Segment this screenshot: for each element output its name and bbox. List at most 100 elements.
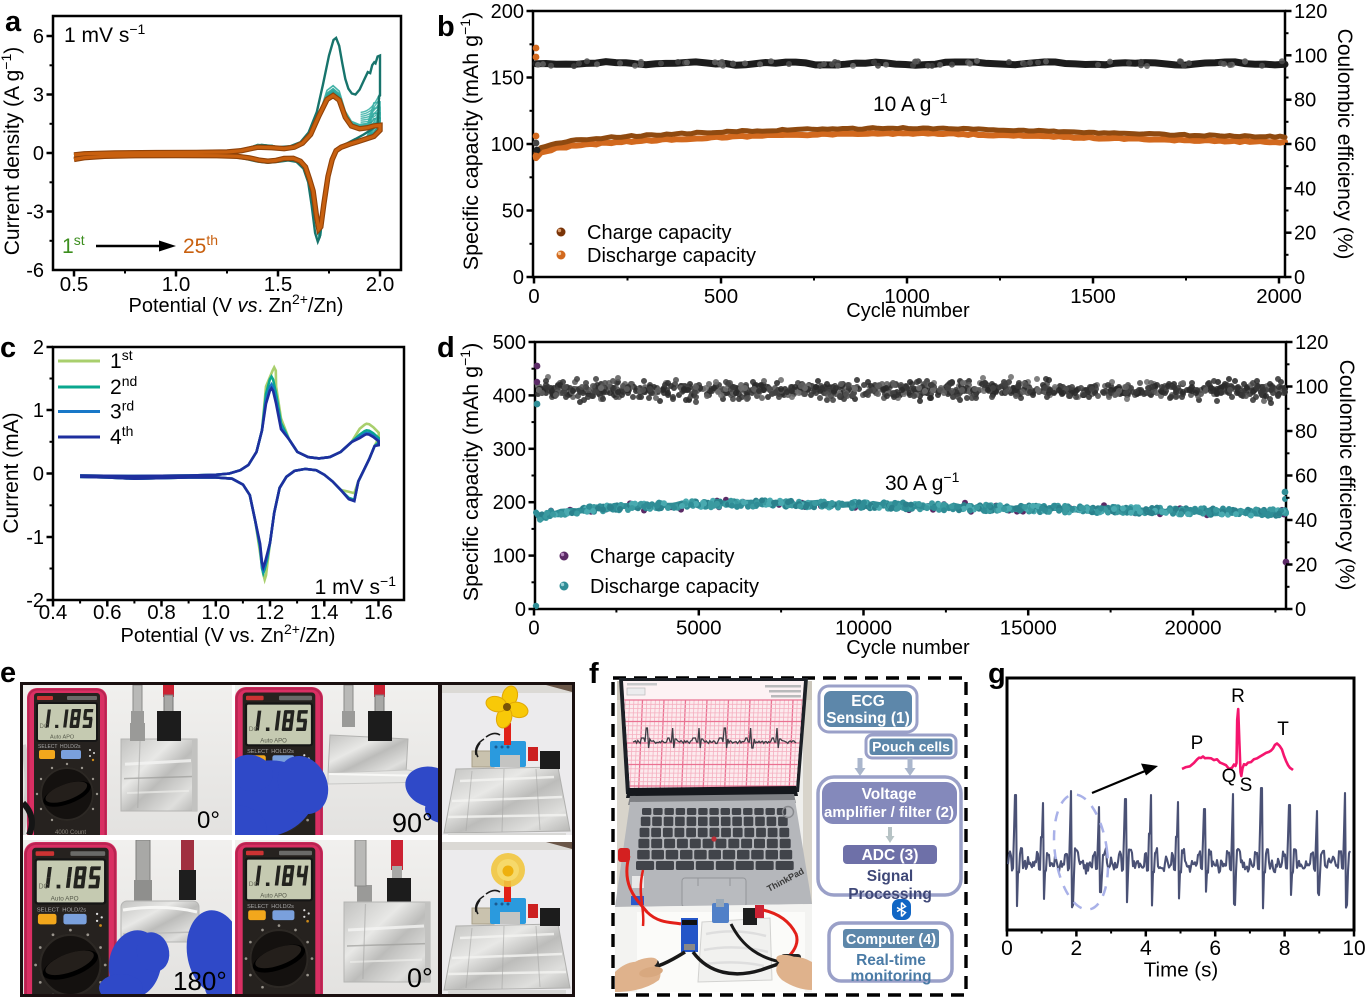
svg-text:5000: 5000 xyxy=(676,617,722,640)
svg-text:-6: -6 xyxy=(26,260,44,282)
svg-text:1.4: 1.4 xyxy=(310,601,339,624)
svg-text:Discharge capacity: Discharge capacity xyxy=(587,245,756,267)
svg-text:Potential (V vs. Zn2+/Zn): Potential (V vs. Zn2+/Zn) xyxy=(129,291,344,317)
svg-text:Specific capacity (mAh g−1): Specific capacity (mAh g−1) xyxy=(457,343,483,602)
svg-text:Specific capacity (mAh g−1): Specific capacity (mAh g−1) xyxy=(457,12,483,271)
svg-text:Cycle number: Cycle number xyxy=(846,300,970,322)
svg-text:60: 60 xyxy=(1294,134,1316,156)
svg-text:DC: DC xyxy=(40,724,49,730)
svg-text:0: 0 xyxy=(528,617,539,640)
svg-text:2: 2 xyxy=(1071,937,1083,960)
svg-text:1.0: 1.0 xyxy=(202,601,231,624)
svg-text:8: 8 xyxy=(1279,937,1291,960)
svg-text:Potential (V vs. Zn2+/Zn): Potential (V vs. Zn2+/Zn) xyxy=(121,621,336,647)
svg-text:0°: 0° xyxy=(407,963,433,993)
svg-text:1000: 1000 xyxy=(884,285,930,308)
svg-text:DC: DC xyxy=(249,726,259,733)
svg-text:200: 200 xyxy=(491,1,524,23)
svg-text:0: 0 xyxy=(1295,599,1306,621)
svg-text:0.4: 0.4 xyxy=(39,601,68,624)
svg-text:ECG: ECG xyxy=(851,693,885,710)
svg-text:amplifier / filter (2): amplifier / filter (2) xyxy=(824,804,954,821)
svg-text:200: 200 xyxy=(493,492,526,514)
svg-text:HOLD/2s: HOLD/2s xyxy=(62,908,86,914)
svg-text:Computer (4): Computer (4) xyxy=(846,932,936,948)
svg-text:T: T xyxy=(1277,719,1289,740)
svg-text:S: S xyxy=(1240,775,1253,796)
svg-text:80: 80 xyxy=(1294,90,1316,112)
svg-text:500: 500 xyxy=(704,285,738,308)
svg-text:400: 400 xyxy=(493,385,526,407)
svg-text:0: 0 xyxy=(33,143,44,165)
svg-text:Discharge capacity: Discharge capacity xyxy=(590,576,759,598)
svg-text:-3: -3 xyxy=(26,202,44,224)
svg-text:Auto APO: Auto APO xyxy=(260,894,287,900)
svg-text:SELECT: SELECT xyxy=(247,749,269,755)
svg-text:Sensing (1): Sensing (1) xyxy=(826,710,910,727)
svg-text:20: 20 xyxy=(1294,223,1316,245)
svg-text:SELECT: SELECT xyxy=(247,904,269,910)
svg-text:100: 100 xyxy=(491,134,524,156)
svg-text:120: 120 xyxy=(1294,1,1327,23)
svg-text:Cycle number: Cycle number xyxy=(846,637,970,659)
svg-text:Signal: Signal xyxy=(867,868,914,885)
svg-text:Charge capacity: Charge capacity xyxy=(590,546,735,568)
svg-text:2.0: 2.0 xyxy=(366,273,395,296)
svg-text:Processing: Processing xyxy=(848,886,932,903)
svg-text:Time (s): Time (s) xyxy=(1144,959,1218,982)
svg-text:1.0: 1.0 xyxy=(162,273,191,296)
svg-text:15000: 15000 xyxy=(1000,617,1057,640)
svg-text:P: P xyxy=(1191,733,1204,754)
svg-text:1.2: 1.2 xyxy=(256,601,285,624)
svg-text:6: 6 xyxy=(33,26,44,48)
svg-text:0.5: 0.5 xyxy=(60,273,89,296)
svg-text:DC: DC xyxy=(39,883,49,890)
svg-text:SELECT: SELECT xyxy=(38,744,57,750)
svg-text:Pouch cells: Pouch cells xyxy=(872,739,950,755)
svg-text:90°: 90° xyxy=(392,808,433,838)
svg-text:10000: 10000 xyxy=(835,617,892,640)
svg-text:monitoring: monitoring xyxy=(851,968,932,985)
svg-text:HOLD/2s: HOLD/2s xyxy=(271,749,294,755)
svg-text:10 A g−1: 10 A g−1 xyxy=(873,90,948,116)
svg-text:10: 10 xyxy=(1342,937,1365,960)
svg-text:300: 300 xyxy=(493,439,526,461)
svg-text:R: R xyxy=(1231,686,1245,707)
svg-text:1: 1 xyxy=(33,400,44,422)
svg-text:-2: -2 xyxy=(26,590,44,612)
svg-text:Q: Q xyxy=(1222,766,1237,787)
svg-text:0°: 0° xyxy=(197,807,220,834)
svg-text:0: 0 xyxy=(1294,267,1305,289)
svg-text:1500: 1500 xyxy=(1070,285,1116,308)
svg-text:1 mV s−1: 1 mV s−1 xyxy=(64,21,146,47)
svg-text:120: 120 xyxy=(1295,332,1328,354)
svg-text:150: 150 xyxy=(491,68,524,90)
svg-text:SELECT: SELECT xyxy=(37,908,60,914)
svg-text:Charge capacity: Charge capacity xyxy=(587,222,732,244)
svg-text:Auto APO: Auto APO xyxy=(50,735,75,741)
svg-text:Voltage: Voltage xyxy=(862,786,917,803)
svg-text:Auto APO: Auto APO xyxy=(51,896,79,903)
svg-text:Coulombic efficiency (%): Coulombic efficiency (%) xyxy=(1333,29,1356,260)
svg-text:4: 4 xyxy=(1140,937,1152,960)
svg-text:0.8: 0.8 xyxy=(147,601,176,624)
svg-text:Current density (A g−1): Current density (A g−1) xyxy=(0,47,24,256)
svg-text:Auto APO: Auto APO xyxy=(260,739,287,745)
svg-text:0: 0 xyxy=(528,285,539,308)
svg-text:Real-time: Real-time xyxy=(856,952,926,969)
svg-text:100: 100 xyxy=(493,546,526,568)
svg-text:80: 80 xyxy=(1295,421,1317,443)
svg-text:40: 40 xyxy=(1294,178,1316,200)
svg-text:1.6: 1.6 xyxy=(364,601,393,624)
svg-text:0: 0 xyxy=(1001,937,1013,960)
svg-text:0: 0 xyxy=(515,599,526,621)
svg-text:100: 100 xyxy=(1294,45,1327,67)
svg-text:1.5: 1.5 xyxy=(264,273,293,296)
svg-text:DC: DC xyxy=(249,881,259,888)
svg-text:-1: -1 xyxy=(26,527,44,549)
svg-text:6: 6 xyxy=(1209,937,1221,960)
svg-text:2000: 2000 xyxy=(1256,285,1302,308)
svg-text:Coulombic efficiency (%): Coulombic efficiency (%) xyxy=(1335,360,1358,591)
svg-text:Current (mA): Current (mA) xyxy=(0,412,23,533)
svg-text:180°: 180° xyxy=(173,966,227,996)
